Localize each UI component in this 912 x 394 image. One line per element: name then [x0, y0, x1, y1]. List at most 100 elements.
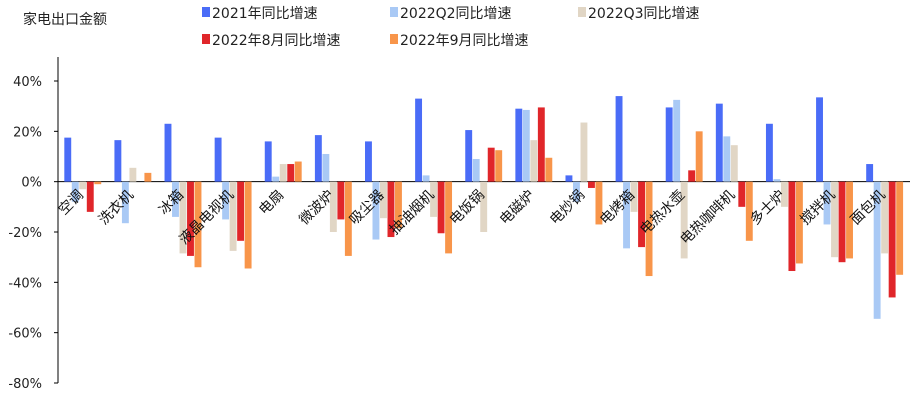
bar — [495, 150, 503, 182]
legend-label: 2022Q2同比增速 — [400, 6, 512, 22]
axes: 40% 20% 0% -20% -40% -60% -80% — [8, 57, 910, 392]
bar — [515, 108, 523, 182]
legend-item: 2022Q3同比增速 — [578, 6, 700, 22]
bar — [680, 181, 688, 259]
bar — [688, 170, 696, 182]
legend-item: 2021年同比增速 — [202, 6, 318, 22]
legend-label: 2022Q3同比增速 — [588, 6, 700, 22]
bar — [114, 140, 122, 182]
category-label: 电扇 — [256, 187, 287, 218]
bar — [337, 181, 345, 220]
legend-swatch — [578, 7, 586, 17]
legend-label: 2022年9月同比增速 — [400, 33, 529, 49]
category-label: 洗衣机 — [96, 187, 137, 228]
bar — [595, 181, 603, 225]
bar — [630, 181, 638, 212]
bar — [329, 181, 337, 232]
bar — [64, 137, 72, 182]
bar — [673, 99, 681, 182]
bar — [222, 181, 230, 220]
bar — [380, 181, 387, 219]
bar — [194, 181, 202, 268]
bar — [530, 140, 538, 182]
bar — [587, 181, 595, 188]
bar — [638, 181, 645, 248]
bar — [623, 181, 630, 249]
bar — [522, 109, 530, 182]
bar — [873, 181, 881, 319]
bar — [121, 181, 129, 224]
bar — [272, 176, 280, 182]
legend-label: 2021年同比增速 — [212, 6, 318, 22]
bar — [79, 181, 87, 190]
y-tick-label: 40% — [13, 75, 42, 90]
bar — [537, 107, 545, 182]
bar — [94, 181, 102, 185]
y-tick-label: 20% — [13, 125, 42, 140]
bar — [816, 97, 823, 182]
bar — [287, 164, 295, 182]
bar — [780, 181, 788, 207]
bar — [823, 181, 831, 225]
legend-swatch — [202, 34, 210, 44]
bar — [866, 164, 874, 182]
bar — [580, 122, 588, 182]
bar — [129, 167, 137, 182]
bar — [565, 175, 573, 182]
category-label: 空调 — [56, 187, 87, 218]
bar — [244, 181, 252, 269]
bars — [64, 96, 904, 319]
bar — [264, 141, 272, 182]
bar — [144, 172, 152, 182]
bar — [437, 181, 445, 234]
bar — [745, 181, 753, 241]
bar — [71, 181, 79, 202]
bar — [765, 123, 773, 182]
legend-label: 2022年8月同比增速 — [212, 33, 341, 49]
category-label: 电炒锅 — [547, 187, 588, 228]
bar — [645, 181, 653, 277]
bar — [695, 131, 703, 182]
bar — [179, 181, 187, 254]
bar — [344, 181, 352, 256]
bar — [487, 147, 495, 182]
bar — [545, 157, 553, 182]
bar — [788, 181, 796, 272]
bar — [415, 98, 423, 182]
legend-item: 2022Q2同比增速 — [390, 6, 512, 22]
legend-item: 2022年9月同比增速 — [390, 33, 529, 49]
bar — [214, 137, 222, 182]
bar — [838, 181, 846, 263]
bar — [715, 103, 723, 182]
y-tick-label: -80% — [8, 377, 42, 392]
y-tick-label: -20% — [8, 226, 42, 241]
bar — [572, 181, 580, 202]
legend-swatch — [390, 7, 398, 17]
bar — [615, 96, 623, 182]
y-tick-label: -40% — [8, 276, 42, 291]
bar — [237, 181, 245, 241]
bar — [430, 181, 438, 217]
bar — [445, 181, 453, 254]
bar — [665, 107, 673, 182]
chart-title: 家电出口金额 — [23, 11, 107, 28]
bar — [831, 181, 838, 258]
y-tick-label: 0% — [21, 176, 42, 191]
bar — [395, 181, 402, 229]
bar — [279, 164, 287, 182]
bar — [465, 130, 473, 182]
bar — [846, 181, 853, 259]
bar — [164, 123, 172, 182]
category-label: 多士炉 — [747, 186, 789, 228]
bar — [896, 181, 904, 275]
bar — [738, 181, 746, 207]
bar — [881, 181, 889, 254]
legend-swatch — [202, 7, 210, 17]
bar — [372, 181, 380, 240]
bar — [422, 175, 430, 182]
bar — [86, 181, 94, 212]
legend: 2021年同比增速 2022Q2同比增速 2022Q3同比增速 2022年8月同比增速… — [202, 6, 700, 49]
bar — [480, 181, 488, 232]
category-label: 电磁炉 — [497, 187, 538, 228]
